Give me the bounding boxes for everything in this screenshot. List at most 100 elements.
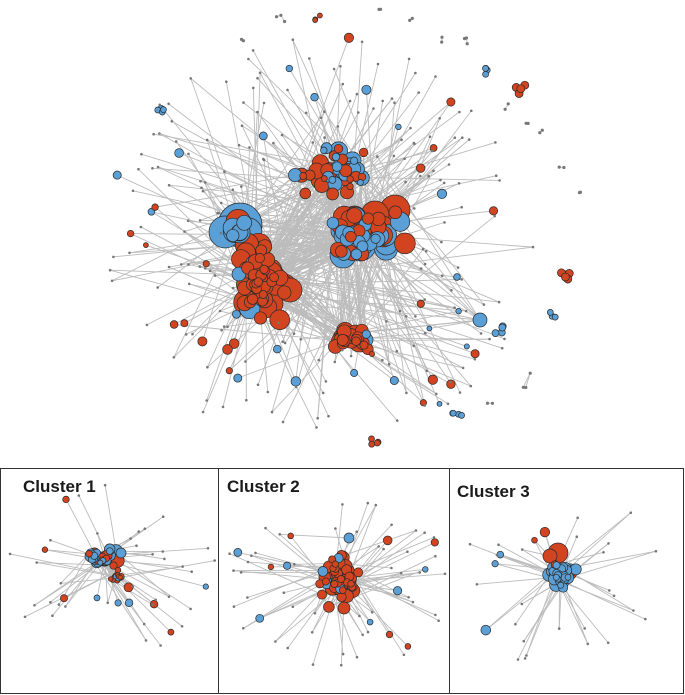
main-node [407,57,411,61]
main-node [143,242,149,248]
cluster-2-node [250,554,253,557]
main-node [436,400,443,407]
main-node [376,62,380,66]
main-node [226,228,240,243]
cluster-2-node [414,529,418,532]
main-node [438,117,442,120]
main-node [247,293,259,305]
main-node [126,229,135,238]
main-node [174,140,178,143]
cluster-3-node [531,536,538,544]
main-edge [109,269,250,309]
main-node [427,374,438,385]
cluster-3-node [516,658,520,661]
cluster-2-node [423,531,426,534]
cluster-3-edge [485,571,553,631]
main-node [281,340,285,344]
main-node [280,133,284,137]
cluster-2-node [282,591,286,594]
main-node [269,272,279,283]
main-node [231,188,235,191]
cluster-2-node [291,605,295,609]
main-node [561,272,570,282]
main-node [319,116,323,120]
main-node [488,337,491,341]
cluster-3-node [654,549,658,553]
main-node [186,219,190,223]
cluster-3-node [539,526,551,538]
cluster-1-node [159,644,162,647]
main-node [327,414,330,418]
main-node [494,141,497,144]
main-node [232,309,241,319]
main-node [286,88,289,92]
cluster-3-edge [485,572,557,631]
cluster-1-node [35,561,38,564]
main-node [461,136,464,139]
cluster-2-edge [345,502,369,566]
main-node [256,383,260,387]
main-node [321,391,325,395]
main-node [457,182,461,185]
main-node [189,77,192,80]
cluster-3-node [606,641,610,645]
cluster-1-node [60,594,68,603]
main-node [258,131,268,141]
cluster-2-node [361,633,364,637]
cluster-1-node [97,559,104,566]
main-node [216,211,219,215]
main-node [108,268,112,272]
main-node [494,174,498,177]
main-edge [361,310,459,331]
main-node [524,385,528,390]
main-edge [138,168,251,279]
cluster-1-edge [36,562,118,578]
main-node [291,38,295,41]
cluster-1-node [131,585,135,588]
cluster-2-node [278,533,281,536]
cluster-2-node [347,580,355,588]
main-node [221,405,225,409]
main-node [341,348,344,352]
cluster-3-title: Cluster 3 [457,482,530,501]
cluster-2-node [338,586,347,594]
cluster-2-node [370,611,374,614]
main-node [219,231,223,235]
cluster-1-node [49,538,52,542]
main-node [281,420,285,424]
main-node [320,175,328,182]
cluster-1-edge [115,551,170,598]
main-node [292,332,296,336]
cluster-3-node [644,617,647,621]
main-node [470,349,480,359]
main-edge [146,271,249,326]
main-node [426,325,433,332]
cluster-2-node [341,503,344,506]
cluster-1-node [103,483,107,487]
main-node [187,152,190,156]
main-node [252,86,255,90]
cluster-1-edge [65,499,95,554]
cluster-2-node [418,571,421,574]
main-node [421,247,425,251]
cluster-2-node [246,596,249,599]
main-node [440,240,443,244]
main-node [449,409,457,417]
cluster-1-node [109,561,118,570]
main-node [460,205,464,209]
cluster-2-node [264,526,267,530]
main-node [236,214,253,231]
main-node [205,138,209,142]
main-node [208,269,212,273]
main-node [231,286,235,290]
cluster-2-node [358,614,361,618]
main-node [251,49,255,52]
main-node [259,264,269,274]
cluster-1-node [23,615,27,619]
cluster-1-node [135,544,138,547]
main-node [418,174,422,178]
main-node [350,248,363,260]
main-node [332,67,336,71]
main-edge [385,243,407,393]
cluster-2-edge [312,582,339,665]
